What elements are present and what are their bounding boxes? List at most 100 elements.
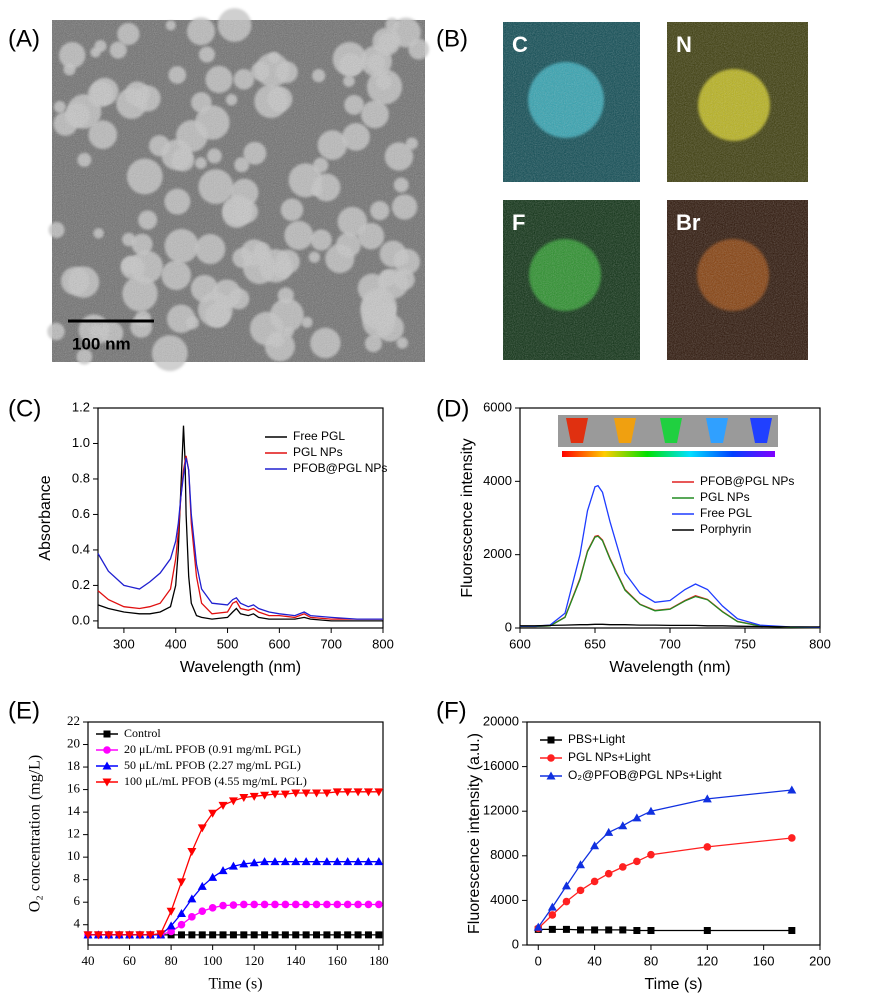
y-tick-label: 16000	[483, 758, 519, 773]
marker	[576, 860, 586, 869]
x-tick-label: 80	[644, 953, 658, 968]
legend-label: Free PGL	[700, 506, 752, 520]
panel-label: (F)	[436, 697, 467, 724]
y-tick-label: 0.2	[72, 577, 90, 592]
x-tick-label: 650	[584, 636, 606, 651]
marker	[354, 900, 362, 909]
marker	[618, 821, 628, 830]
marker	[83, 931, 93, 940]
marker	[323, 900, 331, 909]
marker	[333, 931, 341, 939]
x-tick-label: 200	[809, 953, 831, 968]
marker	[280, 790, 290, 799]
marker	[281, 900, 290, 909]
scale-bar-label: 100 nm	[72, 334, 131, 353]
x-tick-label: 120	[696, 953, 718, 968]
marker	[114, 931, 124, 940]
x-tick-label: 0	[535, 953, 542, 968]
marker	[632, 813, 642, 822]
marker	[605, 926, 613, 934]
marker	[354, 931, 362, 939]
marker	[260, 857, 270, 866]
x-tick-label: 160	[753, 953, 775, 968]
marker	[364, 931, 372, 939]
marker	[240, 931, 248, 939]
x-tick-label: 500	[217, 636, 239, 651]
marker	[302, 931, 310, 939]
x-tick-label: 60	[123, 953, 136, 968]
panel-label: (E)	[8, 697, 40, 724]
marker	[703, 927, 711, 935]
marker	[291, 857, 301, 866]
marker	[633, 927, 641, 935]
x-tick-label: 160	[328, 953, 348, 968]
marker	[619, 926, 627, 934]
marker	[167, 927, 175, 936]
marker	[312, 857, 322, 866]
y-tick-label: 0.4	[72, 541, 90, 556]
marker	[375, 900, 383, 909]
marker	[618, 863, 627, 871]
y-tick-label: 12000	[483, 803, 519, 818]
marker	[208, 809, 218, 818]
marker	[93, 931, 103, 940]
marker	[197, 881, 207, 890]
x-tick-label: 800	[372, 636, 394, 651]
marker	[239, 859, 249, 868]
marker	[562, 925, 570, 933]
y-tick-label: 14	[67, 803, 81, 818]
marker	[103, 730, 111, 738]
marker	[249, 792, 259, 801]
marker	[209, 931, 217, 939]
marker	[188, 913, 196, 921]
plot-frame	[87, 721, 384, 946]
marker	[125, 931, 135, 940]
marker	[590, 877, 599, 886]
marker	[187, 894, 197, 903]
series-line	[97, 457, 383, 620]
marker	[176, 908, 186, 917]
marker	[301, 789, 311, 798]
x-tick-label: 80	[165, 953, 178, 968]
x-tick-label: 120	[244, 953, 264, 968]
marker	[291, 789, 301, 798]
marker	[363, 857, 373, 866]
marker	[590, 841, 600, 850]
legend-label: 20 μL/mL PFOB (0.91 mg/mL PGL)	[124, 742, 301, 756]
y-tick-label: 16	[67, 781, 81, 796]
marker	[166, 921, 176, 930]
marker	[547, 736, 555, 744]
marker	[343, 857, 353, 866]
x-tick-label: 800	[809, 636, 831, 651]
chart: 40 60 80 100 120 140 160 180 4 6 8 10 12 14 16 18 20 22 Ti…	[27, 713, 389, 993]
plot-frame	[526, 721, 821, 946]
series-line	[537, 789, 792, 928]
series-line	[88, 861, 379, 936]
marker	[604, 827, 614, 836]
marker	[312, 900, 321, 909]
x-tick-label: 100	[203, 953, 223, 968]
marker	[646, 806, 656, 815]
marker	[104, 931, 114, 940]
legend-label: 100 μL/mL PFOB (4.55 mg/mL PGL)	[124, 774, 307, 788]
x-tick-label: 400	[165, 636, 187, 651]
y-tick-label: 20000	[483, 713, 519, 728]
legend-label: PFOB@PGL NPs	[700, 474, 794, 488]
marker	[533, 922, 543, 931]
marker	[156, 930, 166, 939]
marker	[576, 886, 585, 895]
legend-label: PGL NPs	[700, 490, 750, 504]
marker	[102, 778, 112, 787]
marker	[177, 920, 186, 929]
marker	[647, 927, 655, 935]
marker	[176, 878, 186, 887]
panel-label: (C)	[8, 395, 41, 422]
marker	[218, 801, 228, 810]
marker	[240, 900, 248, 909]
y-tick-label: 4	[74, 916, 81, 931]
marker	[103, 746, 111, 754]
x-tick-label: 140	[286, 953, 306, 968]
y-tick-label: 0.0	[72, 612, 90, 627]
marker	[219, 931, 227, 939]
